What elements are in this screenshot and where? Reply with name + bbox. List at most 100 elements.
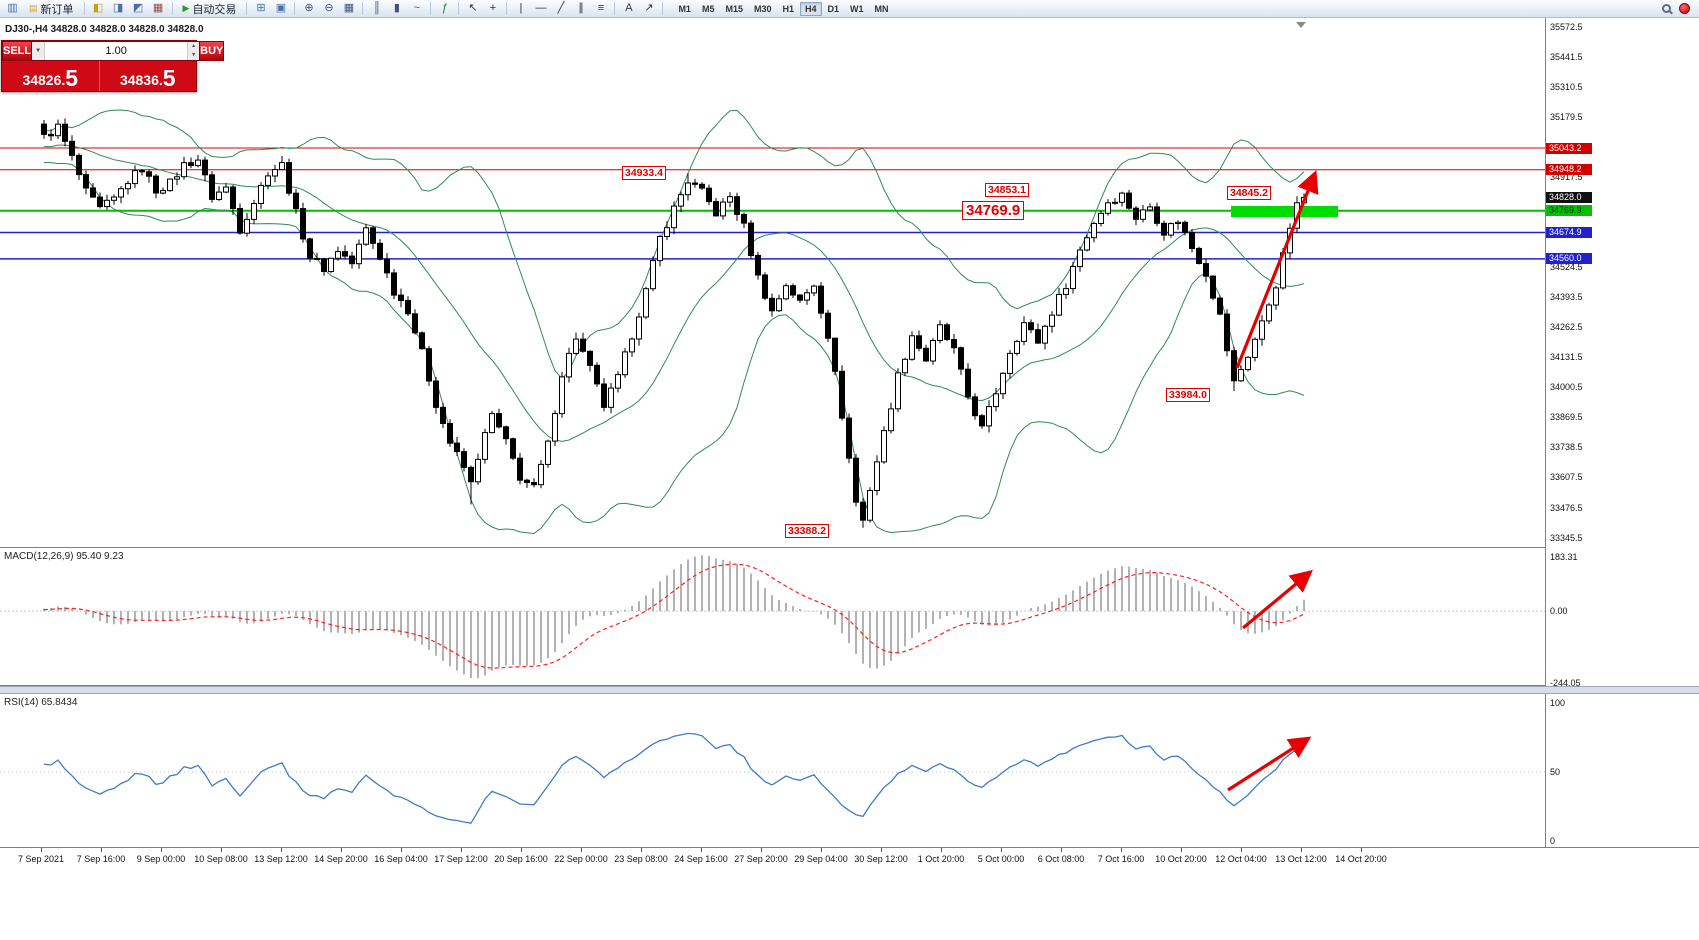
time-tick bbox=[521, 848, 522, 852]
volume-down-button[interactable]: ▼ bbox=[188, 51, 200, 60]
market-watch-icon[interactable]: ◧ bbox=[92, 2, 104, 14]
hline-price-label: 34769.9 bbox=[1546, 205, 1592, 217]
time-tick bbox=[641, 848, 642, 852]
timeframe-h1-button[interactable]: H1 bbox=[778, 2, 800, 16]
time-tick bbox=[281, 848, 282, 852]
zoom-in-icon[interactable]: ⊕ bbox=[304, 2, 314, 14]
time-tick bbox=[461, 848, 462, 852]
navigator-icon[interactable]: ◩ bbox=[132, 2, 144, 14]
price-annotation[interactable]: 33984.0 bbox=[1166, 388, 1210, 402]
search-icon[interactable] bbox=[1662, 4, 1671, 13]
time-label: 7 Sep 2021 bbox=[17, 854, 65, 864]
price-tick-label: 34393.5 bbox=[1550, 292, 1583, 303]
trend-arrow[interactable] bbox=[1241, 569, 1313, 630]
timeframe-m5-button[interactable]: M5 bbox=[697, 2, 720, 16]
time-tick bbox=[881, 848, 882, 852]
time-label: 22 Sep 00:00 bbox=[554, 854, 608, 864]
price-tick-label: 33345.5 bbox=[1550, 532, 1583, 543]
rsi-canvas[interactable] bbox=[0, 694, 1545, 847]
timeframe-d1-button[interactable]: D1 bbox=[823, 2, 845, 16]
time-label: 12 Oct 04:00 bbox=[1215, 854, 1267, 864]
price-annotation[interactable]: 34933.4 bbox=[622, 166, 666, 180]
notification-badge-icon[interactable] bbox=[1679, 3, 1690, 14]
zoom-out-icon[interactable]: ⊖ bbox=[324, 2, 334, 14]
horizontal-line-icon[interactable]: — bbox=[535, 2, 547, 14]
toolbar-separator bbox=[458, 2, 460, 15]
fibonacci-icon[interactable]: ≡ bbox=[597, 2, 605, 14]
toolbar-items: ▥ ▤ 新订单 ◧ ◨ ◩ ▦ ▶ 自动交易 ⊞ ▣ ⊕ ⊖ ▦ ║ ▮ ~ ƒ ↖ + | — ╱ ∥ ≡ A ↗ M1 M5 M15 M… bbox=[3, 1, 1662, 16]
price-axis[interactable]: 35572.5 35441.5 35310.5 35179.5 34917.5 34524… bbox=[1545, 18, 1699, 847]
timeframe-m1-button[interactable]: M1 bbox=[673, 2, 696, 16]
buy-button[interactable]: BUY bbox=[199, 41, 225, 61]
toolbar-separator bbox=[506, 2, 508, 15]
profiles-icon[interactable]: ▣ bbox=[275, 2, 287, 14]
volume-input[interactable] bbox=[45, 42, 188, 60]
time-label: 29 Sep 04:00 bbox=[794, 854, 848, 864]
time-tick bbox=[581, 848, 582, 852]
macd-histogram bbox=[43, 555, 1305, 679]
timeframe-w1-button[interactable]: W1 bbox=[845, 2, 869, 16]
time-tick bbox=[1121, 848, 1122, 852]
trend-arrow[interactable] bbox=[1227, 736, 1312, 792]
price-annotation[interactable]: 34845.2 bbox=[1227, 186, 1271, 200]
chart-line-icon[interactable]: ~ bbox=[413, 2, 421, 14]
timeframe-group: M1 M5 M15 M30 H1 H4 D1 W1 MN bbox=[673, 1, 894, 16]
time-tick bbox=[41, 848, 42, 852]
bollinger-band bbox=[44, 144, 1305, 442]
time-axis[interactable]: 7 Sep 2021 7 Sep 16:00 9 Sep 00:00 10 Sep 0… bbox=[0, 847, 1699, 869]
time-label: 27 Sep 20:00 bbox=[734, 854, 788, 864]
trade-panel-controls: SELL ▼ ▲ ▼ BUY bbox=[2, 41, 225, 61]
channel-icon[interactable]: ∥ bbox=[578, 2, 584, 14]
chart-window-icon[interactable]: ▥ bbox=[7, 2, 18, 14]
crosshair-icon[interactable]: + bbox=[489, 2, 497, 14]
buy-price[interactable]: 34836. 5 bbox=[98, 61, 197, 91]
price-chart-pane[interactable]: DJ30-,H4 34828.0 34828.0 34828.0 34828.0… bbox=[0, 18, 1545, 548]
price-annotation[interactable]: 33388.2 bbox=[785, 524, 829, 538]
timeframe-mn-button[interactable]: MN bbox=[870, 2, 894, 16]
new-chart-icon[interactable]: ⊞ bbox=[256, 2, 266, 14]
trendline-icon[interactable]: ╱ bbox=[557, 2, 565, 14]
price-tick-label: 33738.5 bbox=[1550, 442, 1583, 453]
one-click-trade-panel: SELL ▼ ▲ ▼ BUY 34826. 5 34836. bbox=[1, 40, 225, 92]
time-label: 13 Sep 12:00 bbox=[254, 854, 308, 864]
auto-trading-button[interactable]: ▶ 自动交易 bbox=[177, 1, 243, 16]
vertical-line-icon[interactable]: | bbox=[519, 2, 523, 14]
macd-axis-label: -244.05 bbox=[1550, 677, 1581, 688]
sell-price[interactable]: 34826. 5 bbox=[2, 61, 99, 91]
trend-arrow[interactable] bbox=[1235, 170, 1319, 369]
volume-up-button[interactable]: ▲ bbox=[188, 42, 200, 51]
sell-button[interactable]: SELL bbox=[2, 41, 33, 61]
rsi-axis-label: 50 bbox=[1550, 767, 1561, 778]
rsi-pane[interactable]: RSI(14) 65.8434 bbox=[0, 694, 1545, 847]
price-annotation[interactable]: 34769.9 bbox=[962, 201, 1025, 220]
toolbar-separator bbox=[430, 2, 432, 15]
macd-canvas[interactable] bbox=[0, 548, 1545, 686]
price-tick-label: 34131.5 bbox=[1550, 352, 1583, 363]
cursor-icon[interactable]: ↖ bbox=[468, 2, 478, 14]
time-tick bbox=[1001, 848, 1002, 852]
terminal-icon[interactable]: ▦ bbox=[152, 2, 164, 14]
timeframe-m15-button[interactable]: M15 bbox=[720, 2, 748, 16]
new-order-button[interactable]: ▤ 新订单 bbox=[23, 1, 80, 16]
price-chart-canvas[interactable] bbox=[0, 18, 1545, 548]
timeframe-m30-button[interactable]: M30 bbox=[749, 2, 777, 16]
price-tick-label: 35441.5 bbox=[1550, 51, 1583, 62]
timeframe-h4-button[interactable]: H4 bbox=[800, 1, 822, 16]
time-label: 16 Sep 04:00 bbox=[374, 854, 428, 864]
data-window-icon[interactable]: ◨ bbox=[112, 2, 124, 14]
indicators-icon[interactable]: ƒ bbox=[441, 2, 448, 14]
pane-splitter[interactable] bbox=[0, 686, 1699, 694]
text-icon[interactable]: A bbox=[625, 2, 633, 14]
time-label: 9 Sep 00:00 bbox=[136, 854, 186, 864]
highlight-zone[interactable] bbox=[1231, 206, 1338, 217]
chart-candles-icon[interactable]: ▮ bbox=[393, 2, 400, 14]
time-label: 1 Oct 20:00 bbox=[917, 854, 965, 864]
price-tick-label: 34524.5 bbox=[1550, 262, 1583, 273]
macd-pane[interactable]: MACD(12,26,9) 95.40 9.23 bbox=[0, 548, 1545, 686]
price-annotation[interactable]: 34853.1 bbox=[985, 183, 1029, 197]
tile-windows-icon[interactable]: ▦ bbox=[343, 2, 355, 14]
time-label: 6 Oct 08:00 bbox=[1037, 854, 1085, 864]
volume-dropdown-button[interactable]: ▼ bbox=[32, 42, 46, 60]
chart-bars-icon[interactable]: ║ bbox=[373, 2, 381, 14]
arrows-icon[interactable]: ↗ bbox=[644, 2, 654, 14]
